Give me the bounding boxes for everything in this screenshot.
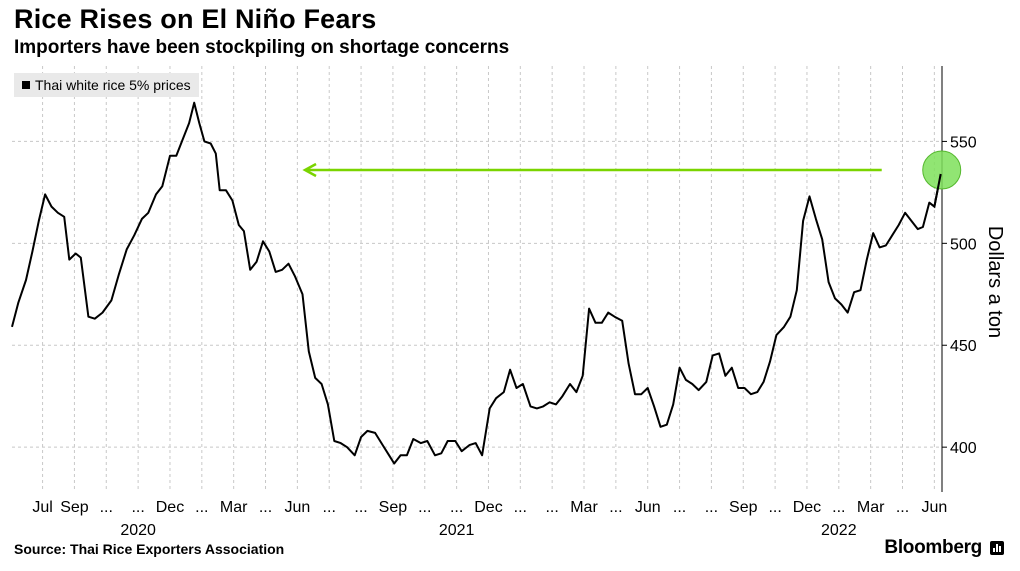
x-tick-label: Dec [474, 499, 502, 516]
chart-title: Rice Rises on El Niño Fears [14, 4, 377, 34]
x-tick-label: ... [768, 499, 781, 516]
x-tick-label: ... [450, 499, 463, 516]
gridlines [12, 66, 942, 492]
axes: 400 450 500 550 Jul Sep...... Dec... Mar... Jun.… [32, 66, 977, 539]
annotations [302, 150, 962, 209]
x-tick-label: ... [832, 499, 845, 516]
x-tick-label: ... [323, 499, 336, 516]
x-tick-label: ... [195, 499, 208, 516]
x-tick-label: ... [705, 499, 718, 516]
x-tick-label: Sep [379, 499, 408, 516]
x-tick-label: Sep [729, 499, 758, 516]
y-axis-label: Dollars a ton [984, 226, 1006, 338]
bloomberg-logo: Bloomberg [884, 537, 982, 558]
y-tick-label: 450 [950, 338, 977, 355]
legend-swatch [22, 81, 30, 89]
chart-icon [990, 541, 1004, 555]
x-tick-label: ... [354, 499, 367, 516]
x-tick-label: Jul [32, 499, 52, 516]
y-tick-label: 400 [950, 440, 977, 457]
x-tick-label: ... [259, 499, 272, 516]
series-line-tail [928, 173, 942, 209]
highlight-circle [922, 150, 962, 190]
x-tick-label: Jun [284, 499, 310, 516]
legend-label: Thai white rice 5% prices [35, 77, 191, 93]
legend: Thai white rice 5% prices [14, 73, 199, 97]
x-tick-label: ... [514, 499, 527, 516]
x-year-label: 2022 [821, 522, 857, 539]
x-tick-label: Mar [857, 499, 885, 516]
x-tick-label: ... [100, 499, 113, 516]
x-tick-label: ... [673, 499, 686, 516]
x-year-label: 2020 [120, 522, 156, 539]
x-tick-label: ... [609, 499, 622, 516]
source-note: Source: Thai Rice Exporters Association [14, 541, 285, 557]
chart-subtitle: Importers have been stockpiling on short… [14, 37, 510, 58]
y-tick-label: 500 [950, 236, 977, 253]
y-tick-label: 550 [950, 134, 977, 151]
series-line [11, 101, 942, 465]
arrow-head [302, 162, 317, 178]
x-tick-label: Jun [921, 499, 947, 516]
x-tick-label: ... [418, 499, 431, 516]
x-tick-label: ... [896, 499, 909, 516]
x-tick-label: Mar [570, 499, 598, 516]
series-layer [11, 101, 942, 465]
x-year-label: 2021 [439, 522, 475, 539]
x-tick-label: ... [131, 499, 144, 516]
x-tick-label: ... [545, 499, 558, 516]
x-tick-label: Sep [60, 499, 89, 516]
x-tick-label: Jun [635, 499, 661, 516]
x-tick-label: Dec [793, 499, 821, 516]
x-tick-label: Dec [156, 499, 184, 516]
x-tick-label: Mar [220, 499, 248, 516]
